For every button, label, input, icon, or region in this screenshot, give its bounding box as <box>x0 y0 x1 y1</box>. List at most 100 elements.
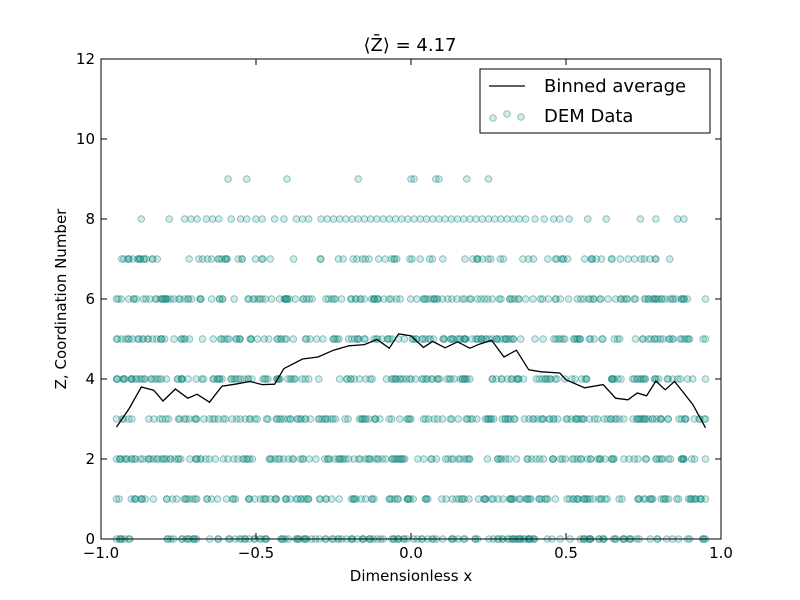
dem-data-point <box>688 495 696 503</box>
dem-data-point <box>542 375 550 383</box>
dem-data-point <box>603 415 612 423</box>
dem-data-point <box>356 295 365 303</box>
dem-data-point <box>124 335 132 343</box>
dem-data-point <box>608 375 617 383</box>
dem-data-point <box>657 455 666 463</box>
dem-data-point <box>408 335 417 343</box>
dem-data-point <box>404 495 413 503</box>
dem-data-point <box>466 415 475 423</box>
dem-data-point <box>513 375 522 383</box>
dem-data-point <box>327 495 336 503</box>
dem-data-point <box>272 495 281 503</box>
dem-data-point <box>634 495 642 503</box>
dem-data-point <box>393 495 402 503</box>
dem-data-point <box>385 335 394 343</box>
dem-data-point <box>597 495 606 503</box>
dem-data-point <box>687 495 696 503</box>
dem-data-point <box>515 375 523 383</box>
dem-data-point <box>350 455 359 463</box>
dem-data-point <box>146 455 154 463</box>
dem-data-point <box>127 455 136 463</box>
dem-data-point <box>635 415 643 423</box>
dem-data-point <box>221 255 230 263</box>
dem-data-point <box>137 495 146 503</box>
dem-data-point <box>545 415 554 423</box>
dem-data-point <box>567 415 576 423</box>
dem-data-point <box>480 295 489 303</box>
dem-data-point <box>537 415 546 423</box>
dem-data-point <box>408 255 416 263</box>
dem-data-point <box>198 335 207 343</box>
dem-data-point <box>522 495 530 503</box>
dem-data-point <box>125 255 133 263</box>
dem-data-point <box>640 255 649 263</box>
dem-data-point <box>365 415 373 423</box>
dem-data-point <box>367 295 376 303</box>
dem-data-point <box>653 335 662 343</box>
dem-data-point <box>139 335 147 343</box>
dem-data-point <box>673 495 681 503</box>
dem-data-point <box>166 455 175 463</box>
dem-data-point <box>422 495 430 503</box>
dem-data-point <box>335 495 344 503</box>
dem-data-point <box>419 375 428 383</box>
dem-data-point <box>368 495 376 503</box>
dem-data-point <box>447 335 455 343</box>
dem-data-point <box>483 415 492 423</box>
dem-data-point <box>225 335 233 343</box>
dem-data-point <box>381 255 390 263</box>
dem-data-point <box>270 215 279 223</box>
dem-data-point <box>574 495 582 503</box>
dem-data-point <box>342 375 351 383</box>
dem-data-point <box>242 175 251 183</box>
dem-data-point <box>630 295 639 303</box>
dem-data-point <box>641 375 650 383</box>
x-tick-label: −0.5 <box>238 544 274 562</box>
dem-data-point <box>164 415 173 423</box>
dem-data-point <box>461 335 470 343</box>
dem-data-point <box>677 295 686 303</box>
dem-data-point <box>439 255 447 263</box>
dem-data-point <box>165 215 173 223</box>
dem-data-point <box>665 335 674 343</box>
dem-data-point <box>315 495 324 503</box>
dem-data-point <box>556 335 565 343</box>
dem-data-point <box>498 415 507 423</box>
dem-data-point <box>562 415 571 423</box>
dem-data-point <box>458 375 467 383</box>
dem-data-point <box>285 295 294 303</box>
dem-data-point <box>453 295 461 303</box>
dem-data-point <box>548 455 557 463</box>
dem-data-point <box>130 295 138 303</box>
dem-data-point <box>598 335 606 343</box>
dem-data-point <box>549 455 557 463</box>
dem-data-point <box>483 455 492 463</box>
dem-data-point <box>571 375 579 383</box>
dem-data-point <box>641 495 650 503</box>
dem-data-point <box>420 455 428 463</box>
dem-data-point <box>185 415 194 423</box>
dem-data-point <box>334 255 343 263</box>
axis-ticks: −1.0 −0.5 0.0 0.5 1.0 0 2 4 6 8 10 12 <box>76 50 733 562</box>
dem-data-point <box>368 495 376 503</box>
dem-data-point <box>178 375 186 383</box>
dem-data-point <box>317 215 325 223</box>
dem-data-point <box>661 295 669 303</box>
dem-data-point <box>678 295 686 303</box>
dem-data-point <box>448 335 457 343</box>
dem-data-point <box>371 415 380 423</box>
dem-data-point <box>265 455 274 463</box>
dem-data-point <box>266 455 275 463</box>
dem-data-point <box>426 295 435 303</box>
dem-data-point <box>680 295 689 303</box>
dem-data-point <box>461 335 469 343</box>
dem-data-point <box>676 335 685 343</box>
dem-data-point <box>139 295 147 303</box>
dem-data-point <box>579 495 588 503</box>
dem-data-point <box>136 255 144 263</box>
dem-data-point <box>327 415 335 423</box>
dem-data-point <box>323 215 332 223</box>
dem-data-point <box>616 255 625 263</box>
dem-data-point <box>341 455 350 463</box>
dem-data-point <box>256 495 265 503</box>
